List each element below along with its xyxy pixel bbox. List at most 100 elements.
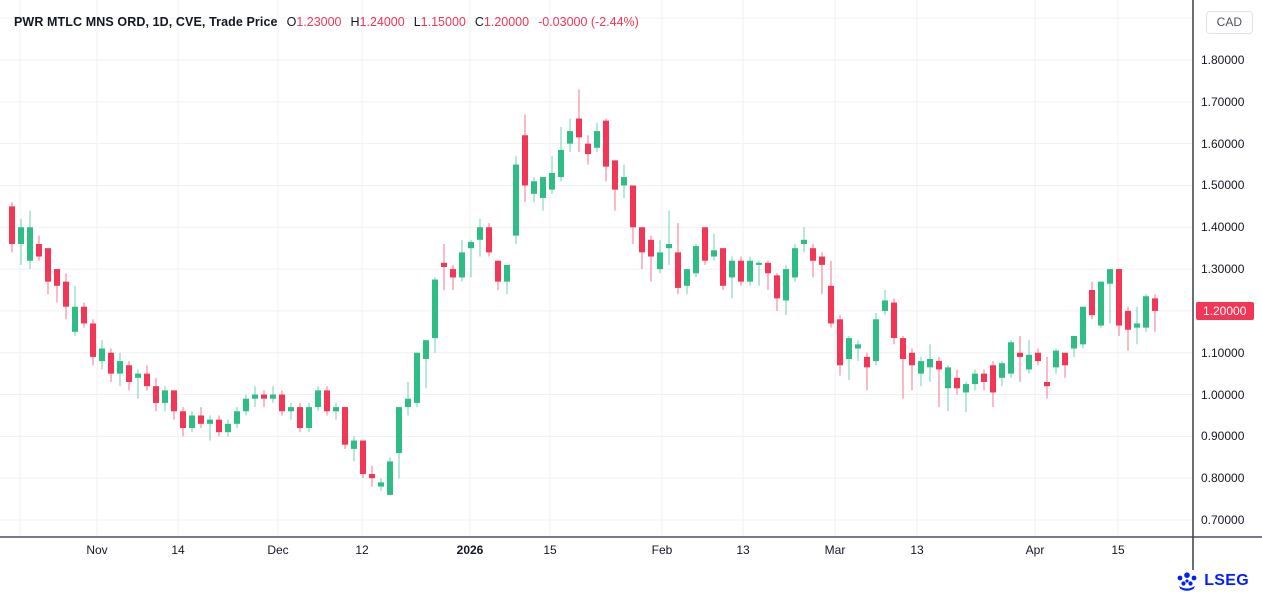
candle — [864, 352, 870, 391]
candle — [279, 390, 285, 416]
candle — [423, 340, 429, 389]
candle — [378, 478, 384, 491]
candles-series — [9, 89, 1158, 495]
ohlc-values: O1.23000 H1.24000 L1.15000 C1.20000 — [278, 15, 530, 29]
candle — [288, 402, 294, 420]
candle — [9, 202, 15, 253]
candle — [360, 440, 366, 479]
candle — [108, 348, 114, 382]
candle — [126, 361, 132, 391]
time-tick-label: 14 — [171, 543, 185, 557]
candle — [855, 340, 861, 362]
candle — [666, 210, 672, 265]
candle — [981, 369, 987, 391]
candle — [1071, 336, 1077, 357]
candle — [693, 244, 699, 278]
candle — [540, 177, 546, 211]
candle — [369, 465, 375, 487]
candle — [774, 273, 780, 311]
candle — [558, 126, 564, 182]
candle — [648, 235, 654, 282]
candle — [936, 356, 942, 408]
candle — [765, 260, 771, 290]
candle — [153, 377, 159, 412]
candle — [873, 313, 879, 366]
candle — [54, 269, 60, 303]
gridlines — [0, 0, 1193, 537]
candle — [603, 118, 609, 182]
candle — [1089, 281, 1095, 320]
candle — [45, 248, 51, 295]
candle — [702, 227, 708, 265]
candle — [918, 356, 924, 387]
candle — [513, 156, 519, 244]
last-price-label: 1.20000 — [1196, 301, 1254, 320]
candle — [351, 436, 357, 462]
time-tick-label: Dec — [267, 543, 289, 557]
candle — [639, 227, 645, 270]
candle — [144, 365, 150, 391]
instrument-legend: PWR MTLC MNS ORD, 1D, CVE, Trade Price O1… — [14, 14, 639, 30]
candle — [783, 264, 789, 316]
candle — [576, 89, 582, 152]
candle — [891, 298, 897, 345]
change-value: -0.03000 (-2.44%) — [538, 15, 639, 29]
candle — [612, 160, 618, 211]
currency-button[interactable]: CAD — [1205, 11, 1253, 34]
instrument-title: PWR MTLC MNS ORD, 1D, CVE, Trade Price — [14, 15, 278, 29]
candle — [594, 122, 600, 152]
candle — [1026, 340, 1032, 374]
candle — [72, 285, 78, 336]
candle — [36, 235, 42, 261]
candle — [495, 260, 501, 290]
candle — [909, 348, 915, 391]
candle — [1017, 336, 1023, 382]
price-tick-label: 1.10000 — [1201, 345, 1245, 360]
price-tick-label: 0.70000 — [1201, 513, 1245, 527]
candle — [630, 185, 636, 244]
price-tick-label: 1.00000 — [1201, 387, 1245, 402]
candle — [1125, 306, 1131, 351]
lseg-crest-icon — [1175, 571, 1199, 591]
candle — [657, 239, 663, 274]
candle — [1044, 356, 1050, 399]
candle — [963, 382, 969, 413]
candle — [216, 415, 222, 437]
price-tick-label: 1.70000 — [1201, 94, 1245, 109]
candle — [1116, 269, 1122, 336]
time-tick-label: Apr — [1025, 543, 1045, 557]
candle — [396, 407, 402, 479]
candle — [1035, 348, 1041, 366]
candle — [189, 411, 195, 433]
price-tick-label: 0.80000 — [1201, 471, 1245, 486]
candle — [387, 457, 393, 495]
candle — [180, 407, 186, 437]
candle — [459, 239, 465, 282]
candle — [486, 223, 492, 257]
candle — [18, 218, 24, 265]
candle — [945, 365, 951, 412]
candle — [297, 402, 303, 433]
time-tick-label: 13 — [736, 543, 750, 557]
price-tick-label: 0.90000 — [1201, 429, 1245, 444]
ohlc-c: C1.20000 — [474, 15, 530, 29]
candle — [954, 369, 960, 395]
candle — [1053, 348, 1059, 374]
time-tick-label: 12 — [355, 543, 369, 557]
candle — [234, 407, 240, 428]
candle — [81, 302, 87, 328]
candle — [306, 402, 312, 433]
candle — [504, 264, 510, 295]
time-tick-label: Mar — [824, 543, 846, 557]
candle — [585, 135, 591, 165]
candle — [756, 260, 762, 286]
time-tick-label: 13 — [910, 543, 924, 557]
candle — [270, 386, 276, 403]
candle — [405, 382, 411, 416]
ohlc-h: H1.24000 — [350, 15, 405, 29]
time-tick-label: 15 — [543, 543, 557, 557]
price-tick-label: 1.40000 — [1201, 220, 1245, 235]
candle — [324, 386, 330, 416]
